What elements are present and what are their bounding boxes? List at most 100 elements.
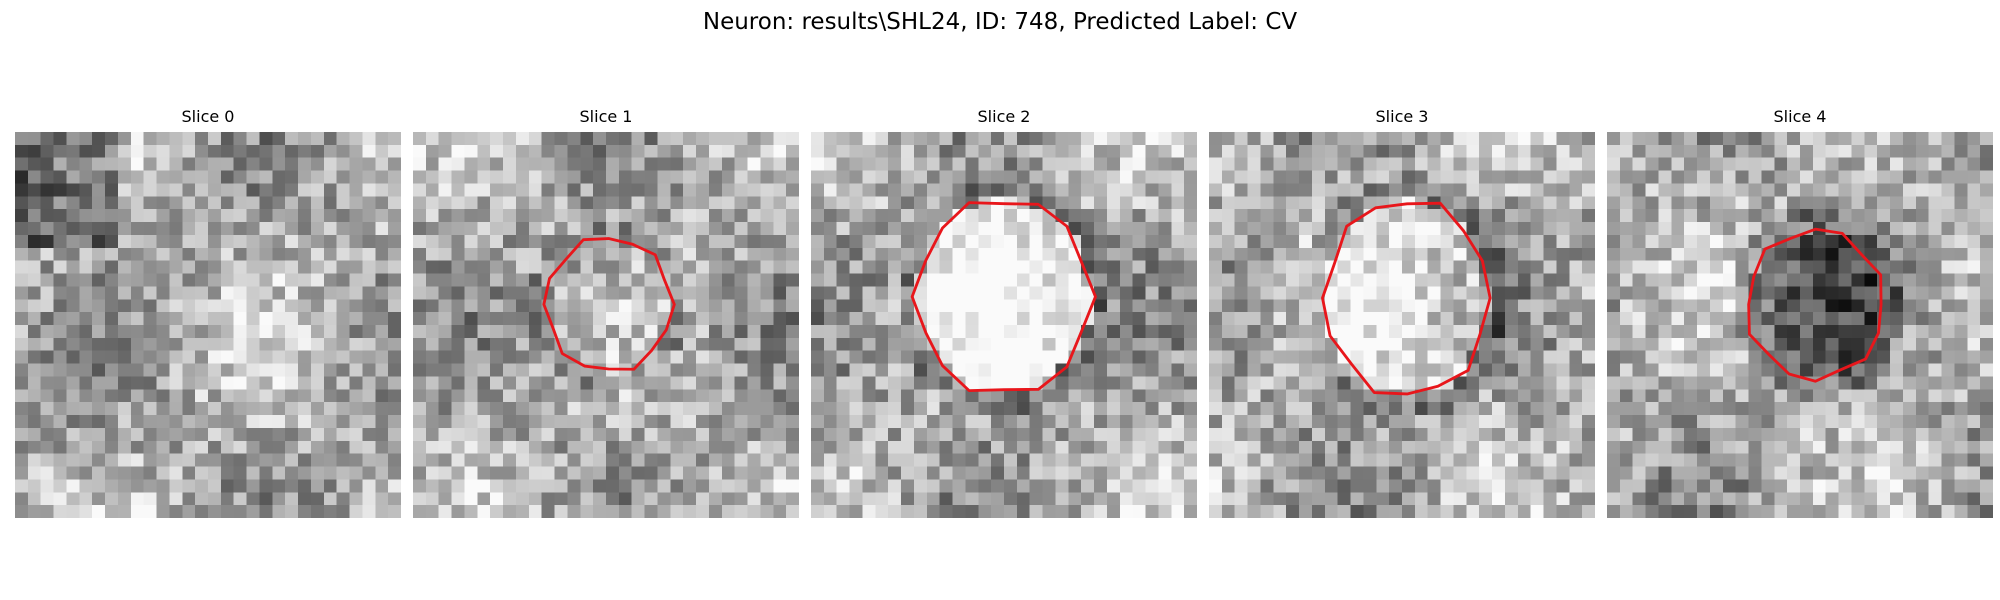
pixel — [1273, 286, 1287, 300]
pixel — [991, 466, 1005, 480]
pixel — [1954, 337, 1968, 351]
pixel — [862, 389, 876, 403]
pixel — [490, 273, 504, 287]
pixel — [362, 350, 376, 364]
pixel — [53, 440, 67, 454]
pixel — [169, 170, 183, 184]
pixel — [913, 466, 928, 480]
pixel — [1016, 183, 1030, 197]
pixel — [1337, 337, 1351, 351]
pixel — [298, 312, 312, 326]
pixel — [362, 196, 376, 210]
pixel — [272, 479, 286, 493]
pixel — [40, 222, 54, 236]
pixel — [1350, 492, 1364, 506]
pixel — [1234, 234, 1248, 249]
pixel — [1902, 234, 1917, 249]
pixel — [1530, 363, 1544, 377]
pixel — [117, 132, 132, 146]
pixel — [298, 389, 312, 403]
pixel — [1980, 196, 1993, 210]
pixel — [1029, 325, 1043, 339]
pixel — [79, 440, 93, 454]
pixel — [1530, 402, 1544, 416]
pixel — [580, 132, 594, 146]
pixel — [913, 144, 928, 158]
pixel — [1042, 337, 1056, 351]
pixel — [618, 337, 632, 351]
pixel — [1967, 402, 1981, 416]
pixel — [1774, 389, 1788, 403]
pixel — [1915, 234, 1929, 249]
pixel — [1645, 337, 1659, 351]
pixel — [1081, 389, 1095, 403]
pixel — [1440, 427, 1454, 442]
pixel — [1877, 505, 1891, 518]
pixel — [721, 402, 735, 416]
pixel — [1466, 453, 1480, 467]
pixel — [1774, 466, 1788, 480]
pixel — [1530, 466, 1544, 480]
pixel — [1414, 247, 1428, 261]
pixel — [644, 286, 658, 300]
pixel — [1684, 299, 1698, 313]
pixel — [438, 209, 452, 223]
pixel — [567, 453, 581, 467]
pixel — [425, 350, 439, 364]
pixel — [490, 312, 504, 326]
pixel — [1658, 415, 1672, 429]
pixel — [1658, 144, 1672, 158]
pixel — [606, 312, 620, 326]
pixel — [464, 337, 478, 351]
pixel — [1453, 453, 1467, 467]
pixel — [1735, 144, 1749, 158]
pixel — [773, 247, 787, 261]
pixel — [310, 350, 325, 364]
pixel — [233, 363, 247, 377]
pixel — [1748, 492, 1762, 506]
pixel — [27, 247, 41, 261]
pixel — [323, 234, 337, 249]
pixel — [696, 144, 710, 158]
pixel — [1915, 132, 1929, 146]
pixel — [888, 415, 902, 429]
pixel — [413, 505, 427, 518]
pixel — [1915, 222, 1929, 236]
pixel — [285, 325, 299, 339]
pixel — [1709, 466, 1724, 480]
pixel — [464, 157, 478, 171]
pixel — [1119, 479, 1133, 493]
pixel — [683, 479, 697, 493]
pixel — [375, 479, 389, 493]
pixel — [259, 402, 273, 416]
pixel — [477, 479, 491, 493]
pixel — [1260, 453, 1274, 467]
pixel — [1735, 132, 1749, 146]
pixel — [182, 222, 196, 236]
pixel — [747, 402, 761, 416]
pixel — [862, 247, 876, 261]
pixel — [1042, 299, 1056, 313]
pixel — [593, 402, 607, 416]
pixel — [1158, 260, 1172, 274]
pixel — [1094, 299, 1108, 313]
pixel — [515, 273, 530, 287]
pixel — [1902, 132, 1917, 146]
pixel — [388, 505, 401, 518]
pixel — [1427, 505, 1441, 518]
pixel — [117, 234, 132, 249]
pixel — [1029, 466, 1043, 480]
pixel — [1273, 479, 1287, 493]
pixel — [683, 427, 697, 442]
pixel — [105, 247, 119, 261]
pixel — [1980, 389, 1993, 403]
pixel — [233, 376, 247, 390]
pixel — [15, 453, 29, 467]
pixel — [208, 325, 222, 339]
pixel — [285, 350, 299, 364]
pixel — [1068, 402, 1082, 416]
pixel — [721, 247, 735, 261]
pixel — [965, 312, 979, 326]
pixel — [1094, 337, 1108, 351]
pixel — [1697, 222, 1711, 236]
